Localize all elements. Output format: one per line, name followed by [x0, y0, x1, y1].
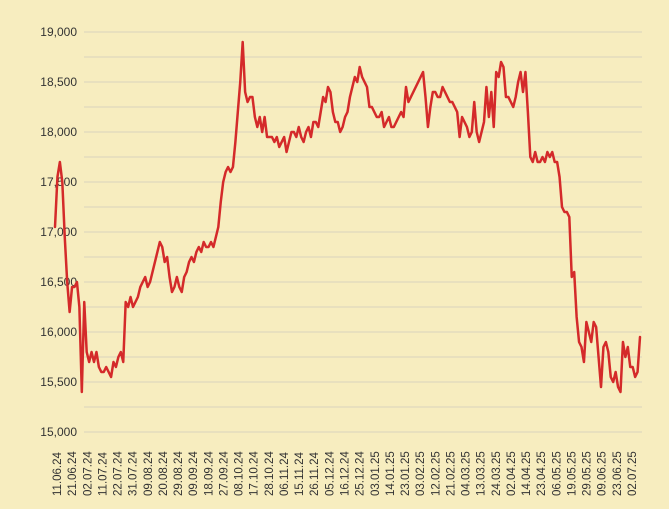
y-tick-label: 17,000	[40, 225, 77, 239]
x-tick-label: 23.01.25	[400, 451, 412, 496]
x-tick-label: 06.05.25	[551, 451, 563, 496]
y-tick-label: 15,000	[40, 425, 77, 439]
x-tick-label: 31.07.24	[128, 451, 140, 496]
x-tick-label: 19.05.25	[566, 451, 578, 496]
x-tick-label: 11.07.24	[97, 451, 109, 496]
grid-lines	[84, 31, 642, 433]
x-tick-label: 06.11.24	[279, 451, 291, 496]
x-tick-label: 23.04.25	[536, 451, 548, 496]
x-tick-label: 02.07.24	[82, 451, 94, 496]
x-tick-label: 22.07.24	[113, 451, 125, 496]
x-tick-label: 02.07.25	[627, 451, 639, 496]
y-tick-label: 19,000	[40, 25, 77, 39]
x-tick-label: 16.12.24	[340, 451, 352, 496]
x-axis-tick-labels: 11.06.24 21.06.24 02.07.24 11.07.24 22.07.24…	[52, 451, 639, 496]
x-tick-label: 12.02.25	[430, 451, 442, 496]
x-tick-label: 05.12.24	[324, 451, 336, 496]
x-tick-label: 03.02.25	[415, 451, 427, 496]
x-tick-label: 23.06.25	[612, 451, 624, 496]
x-tick-label: 03.01.25	[370, 451, 382, 496]
x-tick-label: 09.06.25	[597, 451, 609, 496]
x-tick-label: 20.08.24	[158, 451, 170, 496]
y-tick-label: 15,500	[40, 375, 77, 389]
y-axis-tick-labels: 15,00015,50016,00016,50017,00017,50018,0…	[40, 25, 77, 439]
x-tick-label: 27.09.24	[218, 451, 230, 496]
x-tick-label: 26.11.24	[309, 451, 321, 496]
x-tick-label: 11.06.24	[52, 451, 64, 496]
x-tick-label: 09.09.24	[188, 451, 200, 496]
x-tick-label: 14.01.25	[385, 451, 397, 496]
x-tick-label: 29.05.25	[582, 451, 594, 496]
series-layer	[53, 40, 642, 394]
x-tick-label: 25.12.24	[355, 451, 367, 496]
x-tick-label: 17.10.24	[249, 451, 261, 496]
x-tick-label: 24.03.25	[491, 451, 503, 496]
y-tick-label: 17,500	[40, 175, 77, 189]
x-tick-label: 09.08.24	[143, 451, 155, 496]
series-line	[53, 40, 642, 394]
x-tick-label: 21.02.25	[445, 451, 457, 496]
x-tick-label: 02.04.25	[506, 451, 518, 496]
x-tick-label: 14.04.25	[521, 451, 533, 496]
y-tick-label: 18,000	[40, 125, 77, 139]
y-tick-label: 16,000	[40, 325, 77, 339]
x-tick-label: 29.08.24	[173, 451, 185, 496]
x-tick-label: 08.10.24	[234, 451, 246, 496]
x-tick-label: 18.09.24	[203, 451, 215, 496]
x-tick-label: 28.10.24	[264, 451, 276, 496]
x-tick-label: 04.03.25	[461, 451, 473, 496]
x-tick-label: 13.03.25	[476, 451, 488, 496]
x-tick-label: 15.11.24	[294, 451, 306, 496]
y-tick-label: 18,500	[40, 75, 77, 89]
x-tick-label: 21.06.24	[67, 451, 79, 496]
